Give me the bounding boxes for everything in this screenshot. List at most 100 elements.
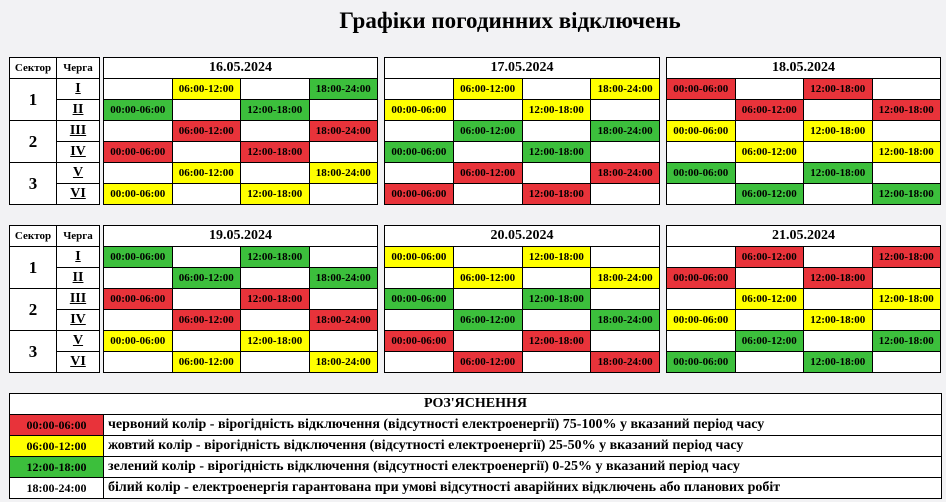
outage-slot-green: 00:00-06:00	[384, 141, 454, 163]
outage-slot-green: 00:00-06:00	[666, 162, 736, 184]
queue-row: 00:00-06:00 12:00-18:00	[384, 288, 660, 310]
legend-swatch-green: 12:00-18:00	[9, 456, 104, 478]
empty-slot	[384, 267, 454, 289]
outage-slot-yellow: 18:00-24:00	[590, 78, 660, 100]
empty-slot	[521, 309, 592, 331]
day-date: 20.05.2024	[384, 225, 660, 247]
sector-number: 2	[9, 120, 57, 163]
empty-slot	[734, 267, 804, 289]
empty-slot	[871, 78, 941, 100]
outage-slot-yellow: 06:00-12:00	[452, 78, 523, 100]
empty-slot	[590, 246, 660, 268]
outage-slot-green: 12:00-18:00	[521, 141, 592, 163]
outage-slot-yellow: 06:00-12:00	[734, 141, 804, 163]
day-date: 21.05.2024	[666, 225, 941, 247]
outage-slot-green: 00:00-06:00	[384, 288, 454, 310]
empty-slot	[734, 78, 804, 100]
page-title: Графіки погодинних відключень	[339, 8, 681, 33]
queue-row: 00:00-06:00 12:00-18:00	[103, 246, 378, 268]
empty-slot	[521, 162, 592, 184]
empty-slot	[452, 288, 523, 310]
outage-slot-red: 12:00-18:00	[240, 288, 310, 310]
empty-slot	[803, 183, 873, 205]
empty-slot	[871, 309, 941, 331]
outage-slot-green: 12:00-18:00	[240, 246, 310, 268]
outage-slot-yellow: 00:00-06:00	[103, 183, 173, 205]
queue-row: 00:00-06:00 12:00-18:00	[103, 288, 378, 310]
sector-header: Сектор	[9, 225, 57, 247]
outage-slot-red: 00:00-06:00	[103, 288, 173, 310]
outage-slot-red: 12:00-18:00	[521, 330, 592, 352]
outage-slot-yellow: 12:00-18:00	[240, 330, 310, 352]
empty-slot	[240, 309, 310, 331]
outage-slot-red: 18:00-24:00	[590, 351, 660, 373]
empty-slot	[666, 288, 736, 310]
empty-slot	[803, 330, 873, 352]
outage-slot-red: 12:00-18:00	[240, 141, 310, 163]
empty-slot	[590, 330, 660, 352]
outage-slot-yellow: 06:00-12:00	[734, 288, 804, 310]
legend-row-red: 00:00-06:00 червоний колір - вірогідніст…	[9, 414, 943, 436]
sector-number: 3	[9, 330, 57, 373]
outage-slot-yellow: 18:00-24:00	[308, 162, 378, 184]
empty-slot	[666, 330, 736, 352]
queue-row: 06:00-12:00 18:00-24:00	[384, 78, 660, 100]
legend-swatch-yellow: 06:00-12:00	[9, 435, 104, 457]
empty-slot	[171, 141, 241, 163]
queue-number: III	[56, 120, 100, 142]
queue-row: 06:00-12:00 18:00-24:00	[103, 267, 378, 289]
empty-slot	[871, 162, 941, 184]
day-date: 17.05.2024	[384, 57, 660, 79]
outage-slot-yellow: 00:00-06:00	[384, 99, 454, 121]
queue-row: 00:00-06:00 12:00-18:00	[384, 183, 660, 205]
queue-row: 06:00-12:00 18:00-24:00	[384, 120, 660, 142]
queue-row: 06:00-12:00 12:00-18:00	[666, 99, 941, 121]
legend-swatch-white: 18:00-24:00	[9, 477, 104, 499]
queue-row: 06:00-12:00 12:00-18:00	[666, 141, 941, 163]
outage-slot-green: 06:00-12:00	[734, 330, 804, 352]
empty-slot	[103, 351, 173, 373]
outage-slot-red: 18:00-24:00	[590, 162, 660, 184]
outage-slot-red: 18:00-24:00	[308, 309, 378, 331]
empty-slot	[103, 267, 173, 289]
empty-slot	[734, 162, 804, 184]
queue-number: V	[56, 162, 100, 184]
queue-number: II	[56, 267, 100, 289]
day-date: 18.05.2024	[666, 57, 941, 79]
empty-slot	[590, 183, 660, 205]
sector-number: 2	[9, 288, 57, 331]
empty-slot	[171, 183, 241, 205]
sector-queue-table: Сектор Черга 1 I II 2 III IV 3 V VI	[9, 57, 100, 205]
legend-text-red: червоний колір - вірогідність відключенн…	[102, 414, 943, 436]
queue-row: 00:00-06:00 12:00-18:00	[666, 120, 941, 142]
outage-slot-red: 18:00-24:00	[308, 120, 378, 142]
outage-slot-red: 06:00-12:00	[734, 246, 804, 268]
legend-row-white: 18:00-24:00 білий колір - електроенергія…	[9, 477, 943, 499]
outage-slot-yellow: 06:00-12:00	[171, 78, 241, 100]
legend-text-green: зелений колір - вірогідність відключення…	[102, 456, 943, 478]
queue-row: 06:00-12:00 18:00-24:00	[103, 351, 378, 373]
empty-slot	[521, 120, 592, 142]
queue-row: 00:00-06:00 12:00-18:00	[384, 141, 660, 163]
empty-slot	[171, 99, 241, 121]
queue-number: II	[56, 99, 100, 121]
outage-slot-green: 00:00-06:00	[103, 99, 173, 121]
day-schedule-table: 16.05.2024 06:00-12:00 18:00-24:00 00:00-06…	[103, 57, 378, 205]
legend-text-white: білий колір - електроенергія гарантована…	[102, 477, 943, 499]
outage-slot-red: 12:00-18:00	[871, 246, 941, 268]
outage-slot-red: 12:00-18:00	[871, 99, 941, 121]
empty-slot	[734, 120, 804, 142]
outage-slot-green: 12:00-18:00	[803, 162, 873, 184]
queue-row: 06:00-12:00 18:00-24:00	[103, 162, 378, 184]
queue-row: 06:00-12:00 12:00-18:00	[666, 330, 941, 352]
empty-slot	[308, 183, 378, 205]
empty-slot	[240, 162, 310, 184]
outage-slot-yellow: 06:00-12:00	[452, 267, 523, 289]
outage-slot-yellow: 12:00-18:00	[803, 309, 873, 331]
outage-slot-yellow: 12:00-18:00	[871, 141, 941, 163]
outage-slot-green: 12:00-18:00	[871, 183, 941, 205]
empty-slot	[240, 267, 310, 289]
queue-number: IV	[56, 309, 100, 331]
empty-slot	[171, 330, 241, 352]
empty-slot	[803, 246, 873, 268]
